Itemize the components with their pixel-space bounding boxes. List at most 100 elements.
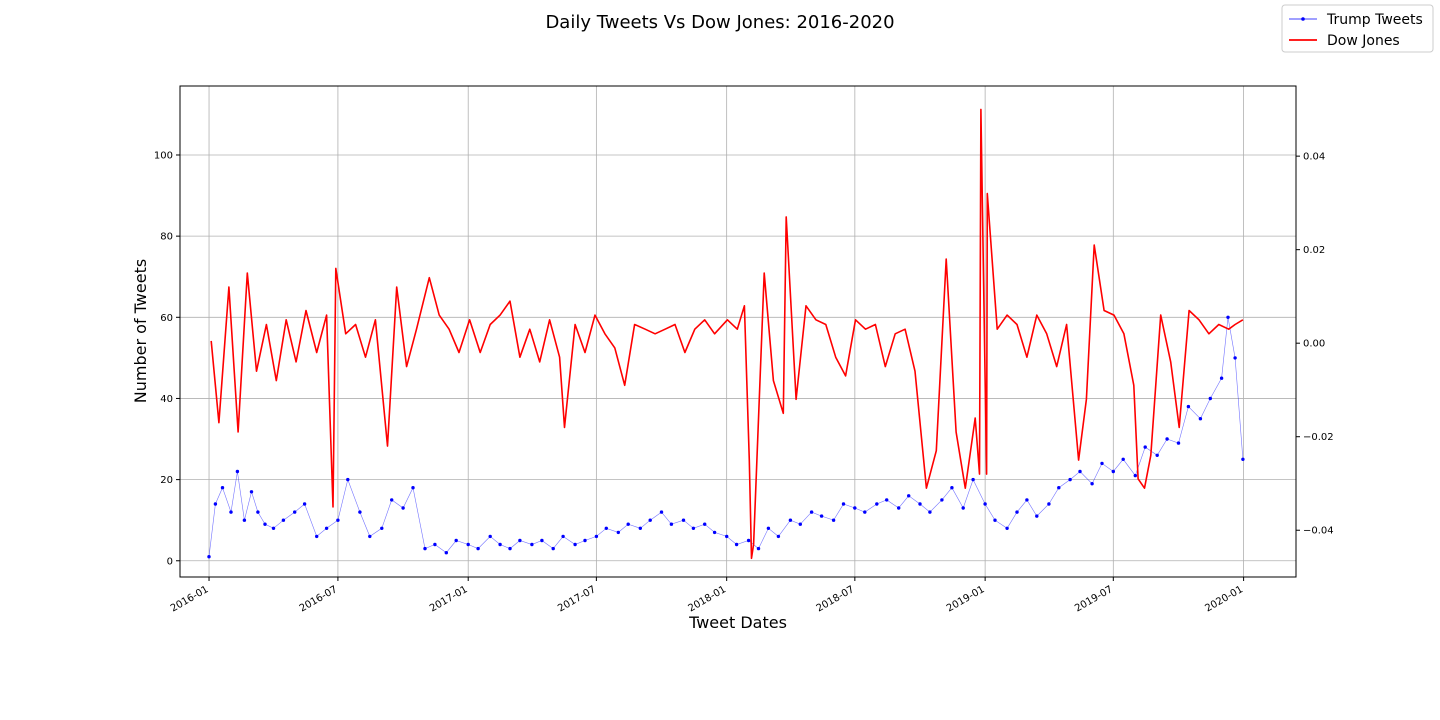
legend-dow-label: Dow Jones xyxy=(1327,33,1400,49)
tweets-data-point xyxy=(648,518,652,522)
tweets-data-point xyxy=(1025,498,1029,502)
tweets-data-point xyxy=(336,518,340,522)
tweets-data-point xyxy=(498,542,502,547)
y-tick-label: 60 xyxy=(160,313,173,324)
tweets-data-point xyxy=(466,542,470,547)
tweets-data-point xyxy=(229,510,233,514)
tweets-data-point xyxy=(831,518,836,522)
tweets-data-point xyxy=(626,522,630,526)
x-tick-label: 2019-07 xyxy=(1073,584,1115,614)
legend-tweets-marker xyxy=(1301,17,1305,21)
tweets-data-point xyxy=(1208,396,1213,401)
y2-tick-label: 0.04 xyxy=(1303,152,1325,163)
tweets-data-point xyxy=(207,555,211,559)
dow-series-layer xyxy=(210,108,1244,560)
tweets-data-point xyxy=(454,538,458,543)
tweets-data-point xyxy=(1100,461,1104,466)
tweets-data-point xyxy=(1219,376,1224,380)
tweets-data-point xyxy=(1090,482,1094,486)
legend-box xyxy=(1281,4,1434,53)
x-tick-label: 2018-01 xyxy=(686,584,728,614)
tweets-data-point xyxy=(703,522,707,526)
tweets-data-point xyxy=(897,506,901,510)
tweets-data-point xyxy=(401,506,405,510)
tweets-data-point xyxy=(1241,457,1245,461)
tweets-data-point xyxy=(712,530,717,535)
y-tick-label: 20 xyxy=(160,475,173,486)
tweets-data-point xyxy=(725,534,729,539)
tweets-data-point xyxy=(961,506,965,510)
y2-tick-label: −0.02 xyxy=(1303,432,1334,443)
tweets-data-point xyxy=(1005,526,1009,530)
tweets-data-point xyxy=(573,542,577,547)
tweets-data-point xyxy=(841,502,846,506)
tweets-data-point xyxy=(1047,502,1051,506)
tweets-data-point xyxy=(766,526,771,530)
tweets-data-point xyxy=(1015,510,1019,514)
tweets-data-point xyxy=(242,518,247,522)
tweets-data-point xyxy=(798,522,802,526)
tweets-data-point xyxy=(983,502,987,506)
y2-axis-ticks: 0.04 0.02 0.00 −0.02 −0.04 xyxy=(1296,152,1334,537)
chart-title: Daily Tweets Vs Dow Jones: 2016-2020 xyxy=(545,12,894,33)
plot-frame xyxy=(179,85,1297,578)
tweets-data-point xyxy=(235,469,240,474)
tweets-data-point xyxy=(444,551,448,555)
tweets-data-point xyxy=(302,502,307,506)
y-tick-label: 0 xyxy=(167,556,173,567)
x-axis-ticks: 2016-01 2016-07 2017-01 2017-07 2018-01 2018-… xyxy=(169,577,1245,614)
tweets-data-point xyxy=(971,477,975,482)
tweets-data-point xyxy=(583,538,587,543)
tweets-data-point xyxy=(776,534,781,539)
y-tick-label: 80 xyxy=(160,232,173,243)
y-axis-label: Number of Tweets xyxy=(131,259,150,403)
tweets-data-point xyxy=(380,526,384,530)
x-axis-label: Tweet Dates xyxy=(688,613,787,632)
x-tick-label: 2020-01 xyxy=(1203,584,1245,614)
tweets-data-point xyxy=(659,510,664,514)
legend: Trump Tweets Dow Jones xyxy=(1281,4,1434,53)
tweets-data-point xyxy=(746,538,751,543)
tweets-data-point xyxy=(1057,486,1061,490)
tweets-data-point xyxy=(875,502,879,506)
tweets-data-point xyxy=(681,518,686,522)
x-tick-label: 2016-07 xyxy=(298,584,340,614)
tweets-data-point xyxy=(263,522,267,526)
tweets-data-point xyxy=(918,502,922,506)
tweets-series-layer xyxy=(207,315,1245,559)
y-axis-ticks: 0 20 40 60 80 100 xyxy=(154,150,180,567)
tweets-data-point xyxy=(433,542,437,547)
tweets-data-point xyxy=(1133,473,1138,478)
tweets-data-point xyxy=(940,498,944,502)
tweets-data-point xyxy=(324,526,329,530)
y-tick-label: 40 xyxy=(160,394,173,405)
tweets-data-point xyxy=(604,526,608,530)
tweets-data-point xyxy=(220,486,225,490)
tweets-data-point xyxy=(271,526,276,530)
tweets-data-point xyxy=(488,534,492,539)
tweets-data-point xyxy=(508,546,512,551)
x-tick-label: 2016-01 xyxy=(169,584,211,614)
tweets-data-point xyxy=(1186,404,1191,409)
tweets-data-point xyxy=(256,510,260,514)
tweets-data-point xyxy=(993,518,997,522)
tweets-data-point xyxy=(423,546,427,551)
grid-layer xyxy=(180,86,1296,577)
tweets-data-point xyxy=(561,534,565,539)
tweets-data-point xyxy=(411,486,415,490)
tweets-data-point xyxy=(281,518,286,522)
y2-tick-label: 0.00 xyxy=(1303,339,1325,350)
legend-tweets-label: Trump Tweets xyxy=(1326,12,1423,28)
tweets-data-point xyxy=(950,486,954,490)
tweets-data-point xyxy=(213,502,218,506)
tweets-data-point xyxy=(1233,356,1237,360)
tweets-data-point xyxy=(1143,445,1147,449)
tweets-data-point xyxy=(594,534,599,539)
tweets-data-point xyxy=(1155,453,1159,457)
y2-tick-label: −0.04 xyxy=(1303,526,1334,537)
tweets-data-point xyxy=(734,542,739,547)
tweets-data-point xyxy=(1226,315,1230,319)
x-tick-label: 2017-01 xyxy=(428,584,470,614)
tweets-data-point xyxy=(616,530,620,535)
